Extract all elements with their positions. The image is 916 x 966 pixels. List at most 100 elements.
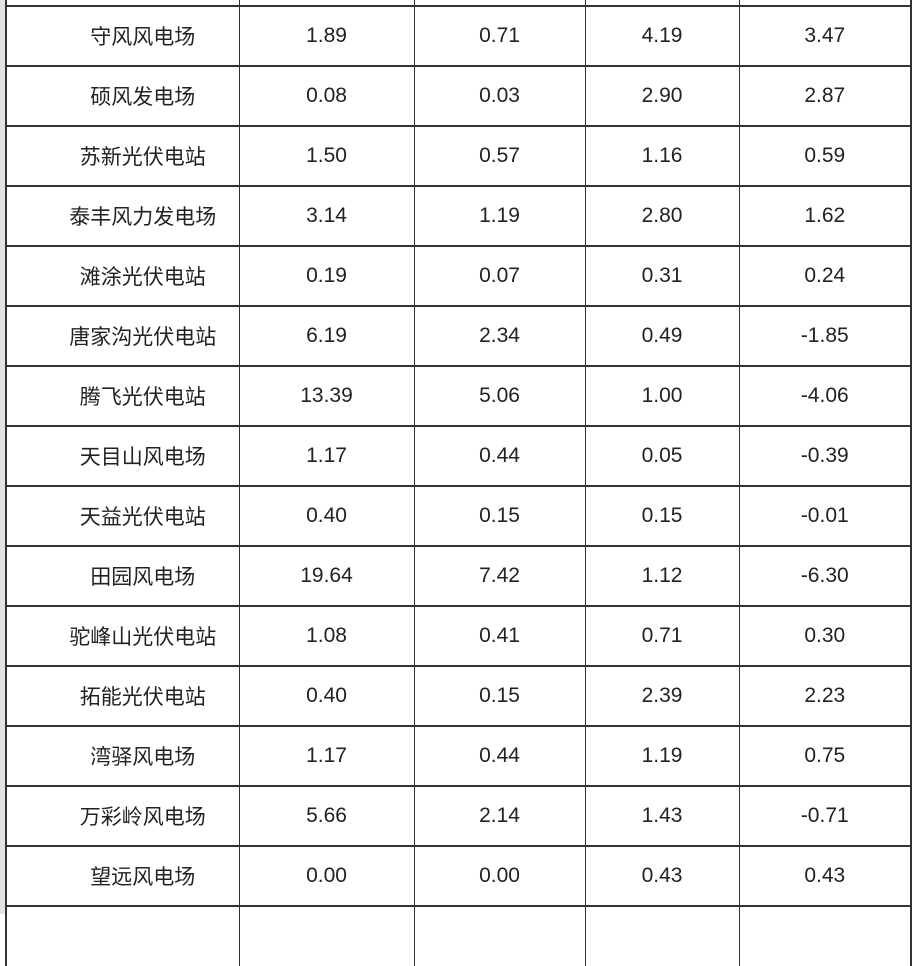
table-row: 硕风发电场 0.08 0.03 2.90 2.87 [5,65,912,126]
table-row: 苏新光伏电站 1.50 0.57 1.16 0.59 [5,125,912,186]
value-cell: 2.87 [738,65,912,126]
value-cell: 0.00 [238,845,414,906]
value-cell: 0.41 [413,605,585,666]
value-cell: 1.89 [238,5,414,66]
value-cell: 0.40 [238,665,414,726]
value-cell: 5.06 [413,365,585,426]
station-name-cell: 湾驿风电场 [5,725,239,786]
value-cell: 0.07 [413,245,585,306]
value-cell: 0.71 [413,5,585,66]
station-name-cell: 唐家沟光伏电站 [5,305,239,366]
value-cell: 1.43 [584,785,739,846]
value-cell: 0.75 [738,725,912,786]
table-row: 唐家沟光伏电站 6.19 2.34 0.49 -1.85 [5,305,912,366]
table-row: 天目山风电场 1.17 0.44 0.05 -0.39 [5,425,912,486]
value-cell: 0.44 [413,725,585,786]
station-name-cell: 泰丰风力发电场 [5,185,239,246]
station-name-cell: 万彩岭风电场 [5,785,239,846]
value-cell: -4.06 [738,365,912,426]
value-cell [238,0,414,6]
value-cell: 4.19 [584,5,739,66]
value-cell: 1.19 [413,185,585,246]
partial-row-top [5,0,912,6]
value-cell: 3.47 [738,5,912,66]
value-cell: 13.39 [238,365,414,426]
value-cell [738,0,912,6]
value-cell: 0.59 [738,125,912,186]
table-row: 滩涂光伏电站 0.19 0.07 0.31 0.24 [5,245,912,306]
station-name-cell: 田园风电场 [5,545,239,606]
value-cell: 5.66 [238,785,414,846]
value-cell: 1.17 [238,725,414,786]
value-cell: 0.57 [413,125,585,186]
value-cell [238,905,414,966]
value-cell: 0.03 [413,65,585,126]
value-cell: 1.16 [584,125,739,186]
table-row: 拓能光伏电站 0.40 0.15 2.39 2.23 [5,665,912,726]
value-cell: 0.15 [413,485,585,546]
value-cell: 0.31 [584,245,739,306]
value-cell: 2.90 [584,65,739,126]
station-name-cell: 守风风电场 [5,5,239,66]
value-cell [584,0,739,6]
value-cell [738,905,912,966]
value-cell [413,905,585,966]
value-cell: 1.19 [584,725,739,786]
value-cell: -6.30 [738,545,912,606]
value-cell: 2.39 [584,665,739,726]
station-name-cell: 腾飞光伏电站 [5,365,239,426]
value-cell: 0.43 [584,845,739,906]
value-cell: -0.39 [738,425,912,486]
value-cell: -0.71 [738,785,912,846]
value-cell: 6.19 [238,305,414,366]
value-cell: 0.43 [738,845,912,906]
table-row: 田园风电场 19.64 7.42 1.12 -6.30 [5,545,912,606]
value-cell: 0.71 [584,605,739,666]
value-cell: 0.15 [584,485,739,546]
value-cell: 0.08 [238,65,414,126]
station-data-table: 守风风电场 1.89 0.71 4.19 3.47 硕风发电场 0.08 0.03 2.90 2.… [5,0,912,966]
page-left-edge [0,0,5,914]
station-table-body: 守风风电场 1.89 0.71 4.19 3.47 硕风发电场 0.08 0.03 2.90 2.… [5,0,912,966]
value-cell: 2.80 [584,185,739,246]
value-cell: -1.85 [738,305,912,366]
value-cell: 1.17 [238,425,414,486]
value-cell: -0.01 [738,485,912,546]
table-row: 腾飞光伏电站 13.39 5.06 1.00 -4.06 [5,365,912,426]
station-name-cell: 天益光伏电站 [5,485,239,546]
station-name-cell: 硕风发电场 [5,65,239,126]
value-cell: 0.44 [413,425,585,486]
value-cell: 1.50 [238,125,414,186]
station-name-cell: 拓能光伏电站 [5,665,239,726]
station-name-cell [5,0,239,6]
value-cell: 19.64 [238,545,414,606]
table-row: 驼峰山光伏电站 1.08 0.41 0.71 0.30 [5,605,912,666]
station-name-cell [5,905,239,966]
station-name-cell: 望远风电场 [5,845,239,906]
value-cell: 0.30 [738,605,912,666]
value-cell: 0.19 [238,245,414,306]
value-cell: 0.24 [738,245,912,306]
value-cell: 0.15 [413,665,585,726]
table-row: 天益光伏电站 0.40 0.15 0.15 -0.01 [5,485,912,546]
table-row: 泰丰风力发电场 3.14 1.19 2.80 1.62 [5,185,912,246]
table-row: 湾驿风电场 1.17 0.44 1.19 0.75 [5,725,912,786]
station-name-cell: 天目山风电场 [5,425,239,486]
value-cell: 2.34 [413,305,585,366]
station-name-cell: 滩涂光伏电站 [5,245,239,306]
value-cell: 0.00 [413,845,585,906]
value-cell [413,0,585,6]
value-cell: 0.05 [584,425,739,486]
value-cell: 2.23 [738,665,912,726]
table-row: 望远风电场 0.00 0.00 0.43 0.43 [5,845,912,906]
value-cell: 3.14 [238,185,414,246]
value-cell [584,905,739,966]
value-cell: 0.40 [238,485,414,546]
table-row: 万彩岭风电场 5.66 2.14 1.43 -0.71 [5,785,912,846]
station-name-cell: 苏新光伏电站 [5,125,239,186]
value-cell: 2.14 [413,785,585,846]
value-cell: 0.49 [584,305,739,366]
value-cell: 1.08 [238,605,414,666]
partial-row-bottom [5,905,912,966]
station-name-cell: 驼峰山光伏电站 [5,605,239,666]
